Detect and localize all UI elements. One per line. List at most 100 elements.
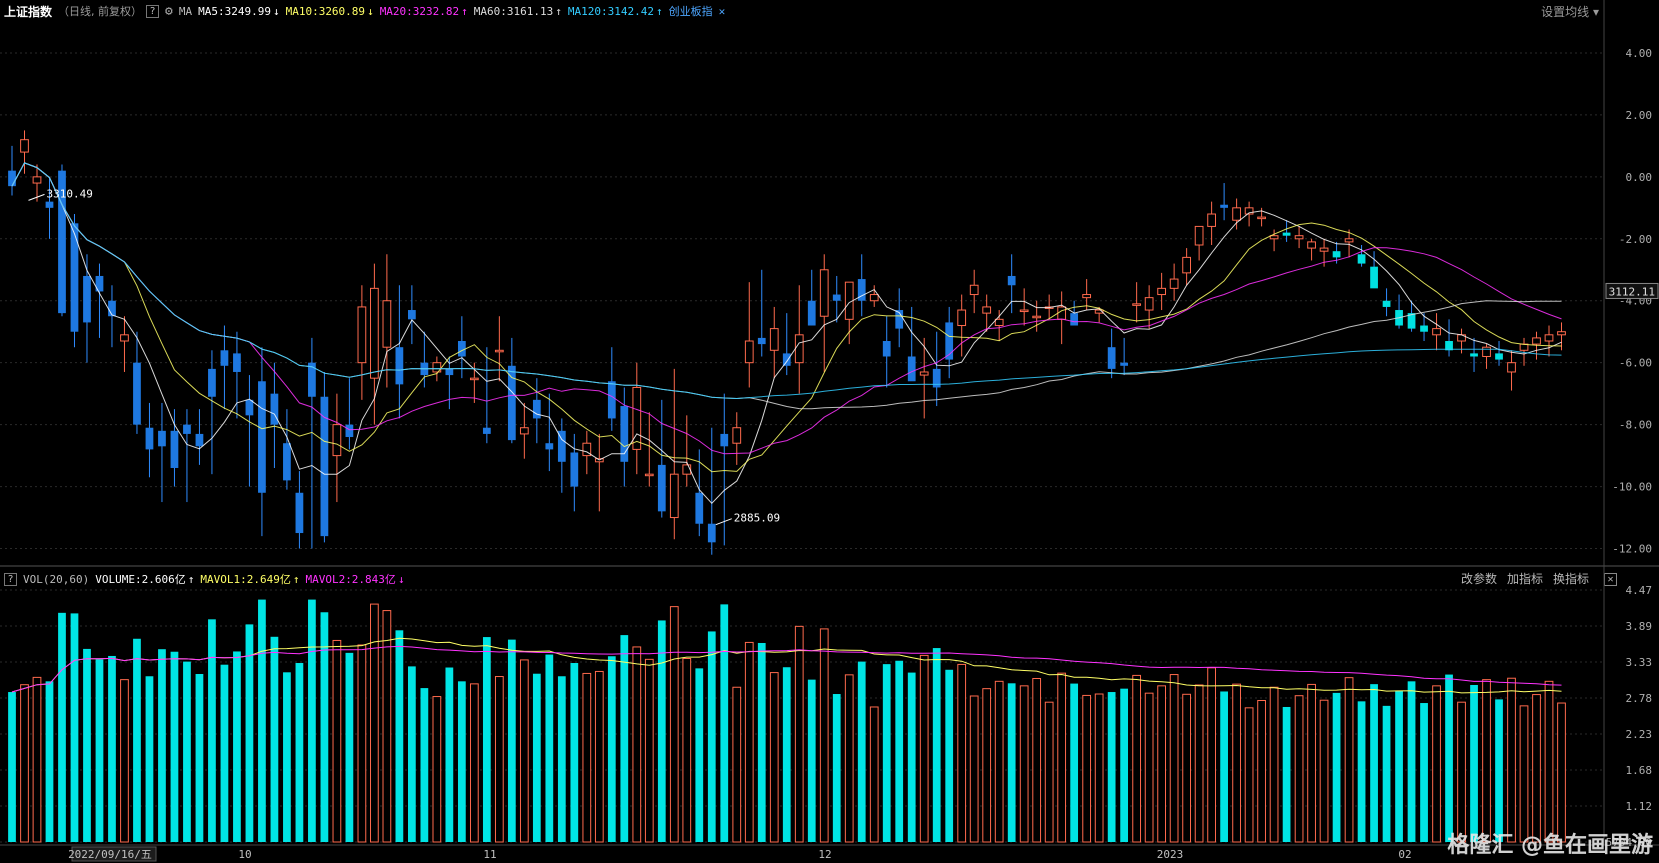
candle [582, 442, 592, 457]
help-icon[interactable]: ? [4, 572, 17, 586]
close-compare-icon[interactable]: ✕ [718, 4, 726, 18]
volume-tick-label: 3.89 [1626, 620, 1653, 633]
candle [482, 427, 491, 434]
candle [32, 176, 42, 184]
volume-bar [1182, 693, 1191, 843]
candle [1357, 254, 1366, 264]
volume-bar [469, 683, 479, 843]
volume-bar [1169, 674, 1179, 843]
volume-bar [1344, 677, 1354, 843]
candle [682, 464, 692, 475]
volume-bar [969, 695, 979, 843]
ma5-value: MA5:3249.99 [198, 4, 271, 18]
candle [1370, 266, 1378, 289]
volume-bar [120, 679, 129, 843]
candle [832, 294, 841, 301]
index-title[interactable]: 上证指数 [4, 4, 53, 19]
ma-settings-link[interactable]: 设置均线 ▾ [1541, 5, 1599, 19]
candle [545, 443, 554, 450]
volume-bar [1019, 685, 1029, 843]
price-tick-label: -12.00 [1612, 543, 1652, 556]
candle [1144, 297, 1154, 311]
add-indicator-button[interactable]: 加指标 [1506, 572, 1543, 586]
ma120-arrow-icon: ↑ [656, 4, 663, 18]
candle [819, 269, 829, 317]
time-tick-label: 2023 [1157, 848, 1184, 861]
candle [308, 362, 316, 397]
volume-bar [957, 663, 967, 843]
volume-tick-label: 3.33 [1626, 656, 1653, 669]
price-tick-label: -8.00 [1619, 419, 1652, 432]
candle [1495, 353, 1503, 360]
switch-indicator-button[interactable]: 换指标 [1552, 572, 1589, 586]
volume-bar [70, 613, 79, 842]
volume-bar [233, 651, 241, 842]
volume-bar [1207, 667, 1216, 843]
mavol2-arrow-icon: ↓ [397, 572, 405, 586]
volume-bar [183, 661, 191, 842]
volume-bar [832, 694, 841, 842]
volume-bar [1244, 707, 1254, 843]
volume-bar [582, 672, 592, 843]
mavol1-line [11, 637, 1562, 694]
volume-bar [1220, 691, 1228, 842]
candle [1257, 216, 1266, 220]
volume-bar [1070, 683, 1079, 842]
candle [220, 350, 229, 366]
volume-bar [133, 638, 141, 842]
ma10-line [11, 162, 1562, 473]
volume-bar [1420, 703, 1428, 842]
volume-bar [170, 651, 179, 842]
volume-bar [457, 681, 466, 842]
volume-bar [869, 706, 879, 843]
candle [882, 341, 891, 357]
help-icon[interactable]: ? [146, 4, 160, 18]
volume-bar [769, 672, 779, 843]
candle [557, 430, 566, 462]
volume-bar [420, 688, 429, 842]
gear-icon[interactable]: ⚙ [165, 3, 173, 19]
volume-bar [1519, 705, 1529, 843]
volume-bar [1282, 706, 1291, 842]
ma-label[interactable]: MA [178, 4, 193, 18]
candle [1532, 337, 1541, 345]
candle [957, 309, 967, 327]
volume-bar [1194, 684, 1204, 843]
edit-params-button[interactable]: 改参数 [1460, 572, 1497, 586]
volume-bar [844, 674, 854, 843]
candle [982, 306, 992, 314]
candle [1319, 247, 1329, 252]
volume-bar [1532, 694, 1541, 843]
candle [245, 399, 254, 416]
volume-bar [407, 666, 416, 842]
volume-bar [220, 664, 229, 842]
vol-indicator-label[interactable]: VOL(20,60) [23, 572, 90, 586]
candle [208, 368, 216, 397]
candle [782, 353, 791, 366]
candle [895, 310, 904, 329]
volume-bar [1107, 692, 1116, 842]
candle [258, 381, 266, 493]
volume-bar [1294, 695, 1304, 843]
candle [720, 433, 729, 447]
volume-bar [58, 612, 66, 842]
candle [58, 170, 66, 314]
volume-bar [8, 692, 16, 842]
ma20-line [11, 162, 1562, 455]
ma20-arrow-icon: ↑ [461, 4, 468, 18]
candle [632, 386, 642, 450]
volume-bar [945, 669, 954, 842]
volume-bar [657, 620, 666, 842]
volume-bar [1269, 686, 1279, 843]
volume-bar [707, 631, 716, 842]
candle [457, 341, 466, 357]
compare-index-label[interactable]: 创业板指 [668, 5, 713, 18]
candle [744, 340, 754, 364]
volume-bar [1482, 679, 1491, 843]
candle [945, 322, 954, 360]
volume-bar [519, 659, 529, 843]
volume-bar [632, 646, 642, 843]
volume-bar [1332, 692, 1341, 842]
volume-tick-label: 5704.00 [1606, 836, 1652, 849]
